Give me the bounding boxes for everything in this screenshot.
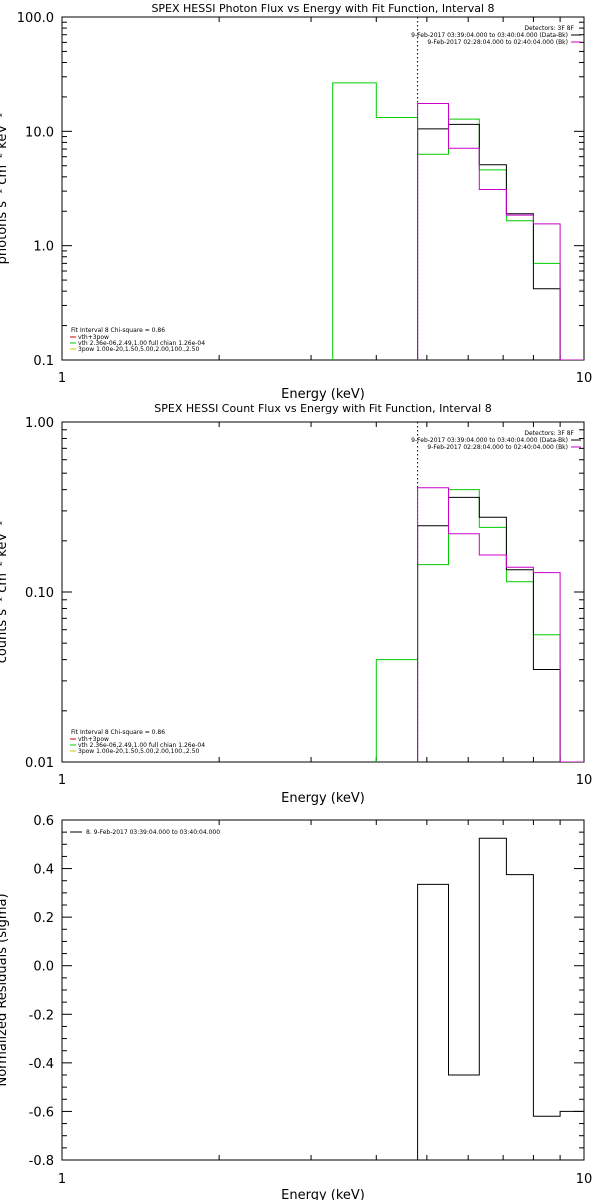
y-tick-label: 0.10 <box>25 586 54 601</box>
y-tick-label: 10.0 <box>25 125 54 140</box>
y-tick-label: 0.4 <box>33 863 54 878</box>
chart-panel-2: SPEX HESSI Count Flux vs Energy with Fit… <box>0 402 592 806</box>
y-axis-label: photons s⁻¹ cm⁻² keV⁻¹ <box>0 113 10 265</box>
y-tick-label: -0.6 <box>29 1105 54 1120</box>
series-line-2 <box>417 496 584 762</box>
y-axis-label: Normalized Residuals (sigma) <box>0 893 10 1086</box>
chart-title: SPEX HESSI Photon Flux vs Energy with Fi… <box>151 2 494 15</box>
chart-panel-1: SPEX HESSI Photon Flux vs Energy with Fi… <box>0 2 592 402</box>
plot-frame <box>61 16 585 361</box>
y-tick-label: 1.0 <box>33 240 54 255</box>
x-axis-label: Energy (keV) <box>281 387 365 402</box>
x-tick-label: 10 <box>576 1172 593 1187</box>
x-axis-label: Energy (keV) <box>281 1188 365 1200</box>
y-tick-label: 0.01 <box>25 756 54 771</box>
series-line-1 <box>332 82 584 360</box>
y-axis-label: counts s⁻¹ cm⁻² keV⁻¹ <box>0 521 10 664</box>
x-tick-label: 1 <box>58 371 66 386</box>
y-tick-label: 0.2 <box>33 911 54 926</box>
y-tick-label: -0.2 <box>29 1008 54 1023</box>
series-line-3 <box>417 487 584 762</box>
y-tick-label: -0.4 <box>29 1057 54 1072</box>
plot-frame <box>61 421 585 763</box>
chart-panel-3: Energy (keV) Normalized Residuals (sigma)… <box>0 814 592 1200</box>
legend-entry: 9-Feb-2017 02:28:04.000 to 02:40:04.000 … <box>427 444 568 451</box>
fit-legend-entry: vth+3pow <box>78 334 109 341</box>
x-tick-label: 1 <box>58 1172 66 1187</box>
y-tick-label: 100.0 <box>17 11 54 26</box>
y-tick-label: -0.8 <box>29 1154 54 1169</box>
series-line-1 <box>417 837 584 1160</box>
series-line-2 <box>417 123 584 360</box>
plot-frame <box>61 819 585 1161</box>
legend-entry: 9-Feb-2017 02:28:04.000 to 02:40:04.000 … <box>427 39 568 46</box>
x-tick-label: 10 <box>576 371 593 386</box>
series-line-1 <box>375 489 584 762</box>
fit-legend-header: Fit Interval 8 Chi-square = 0.86 <box>71 729 165 736</box>
legend-entry: 9-Feb-2017 03:39:04.000 to 03:40:04.000 … <box>411 32 568 39</box>
y-tick-label: 0.0 <box>33 960 54 975</box>
fit-legend-header: Fit Interval 8 Chi-square = 0.86 <box>71 327 165 334</box>
x-axis-label: Energy (keV) <box>281 791 365 806</box>
x-tick-label: 10 <box>576 773 593 788</box>
fit-legend-entry: 3pow 1.00e-20,1.50,5.00,2.00,100.,2.50 <box>78 346 199 353</box>
x-tick-label: 1 <box>58 773 66 788</box>
chart-title: SPEX HESSI Count Flux vs Energy with Fit… <box>154 402 491 415</box>
fit-legend-entry: vth 2.36e-06,2.49,1.00 full chian 1.26e-… <box>78 742 205 749</box>
y-tick-label: 1.00 <box>25 416 54 431</box>
legend-entry: 9-Feb-2017 03:39:04.000 to 03:40:04.000 … <box>411 437 568 444</box>
legend-entry: 8. 9-Feb-2017 03:39:04.000 to 03:40:04.0… <box>86 829 220 836</box>
y-tick-label: 0.1 <box>33 354 54 369</box>
fit-legend-entry: vth 2.36e-06,2.49,1.00 full chian 1.26e-… <box>78 340 205 347</box>
y-tick-label: 0.6 <box>33 814 54 829</box>
fit-legend-entry: vth+3pow <box>78 736 109 743</box>
series-line-3 <box>417 103 584 360</box>
fit-legend-entry: 3pow 1.00e-20,1.50,5.00,2.00,100.,2.50 <box>78 748 199 755</box>
legend-header: Detectors: 3F 8F <box>524 25 574 32</box>
legend-header: Detectors: 3F 8F <box>524 430 574 437</box>
